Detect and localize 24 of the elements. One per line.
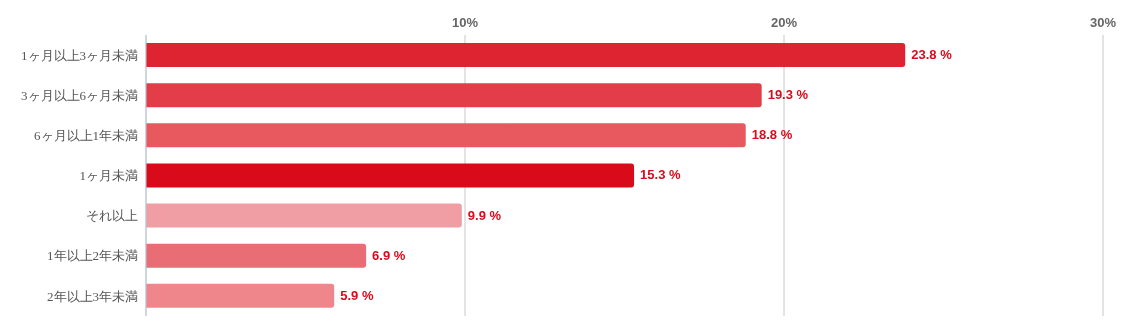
data-label: 23.8 % bbox=[911, 47, 953, 62]
bar bbox=[146, 283, 335, 308]
x-tick-label: 10% bbox=[451, 15, 479, 30]
data-label: 9.9 % bbox=[467, 207, 502, 223]
data-label: 19.3 % bbox=[767, 87, 809, 103]
data-label: 15.3 % bbox=[640, 167, 681, 183]
y-tick-label: 1年以上2年未満 bbox=[47, 248, 138, 264]
data-label: 18.8 % bbox=[751, 127, 793, 143]
y-tick-label: 6ヶ月以上1年未満 bbox=[34, 127, 138, 143]
y-tick-label: 2年以上3年未満 bbox=[47, 288, 138, 304]
bar bbox=[146, 203, 462, 228]
bar bbox=[146, 243, 367, 268]
y-tick-label: 1ヶ月未満 bbox=[79, 168, 138, 184]
data-label: 6.9 % bbox=[372, 247, 406, 263]
bar bbox=[146, 163, 635, 188]
bar bbox=[146, 43, 906, 67]
bar bbox=[146, 83, 762, 108]
bar bbox=[146, 123, 746, 148]
x-tick-label: 20% bbox=[770, 15, 798, 30]
y-tick-label: 1ヶ月以上3ヶ月未満 bbox=[21, 47, 138, 63]
data-label: 5.9 % bbox=[340, 287, 374, 303]
x-tick-label: 30% bbox=[1089, 15, 1117, 30]
y-tick-label: 3ヶ月以上6ヶ月未満 bbox=[21, 87, 138, 103]
y-tick-label: それ以上 bbox=[86, 208, 138, 224]
